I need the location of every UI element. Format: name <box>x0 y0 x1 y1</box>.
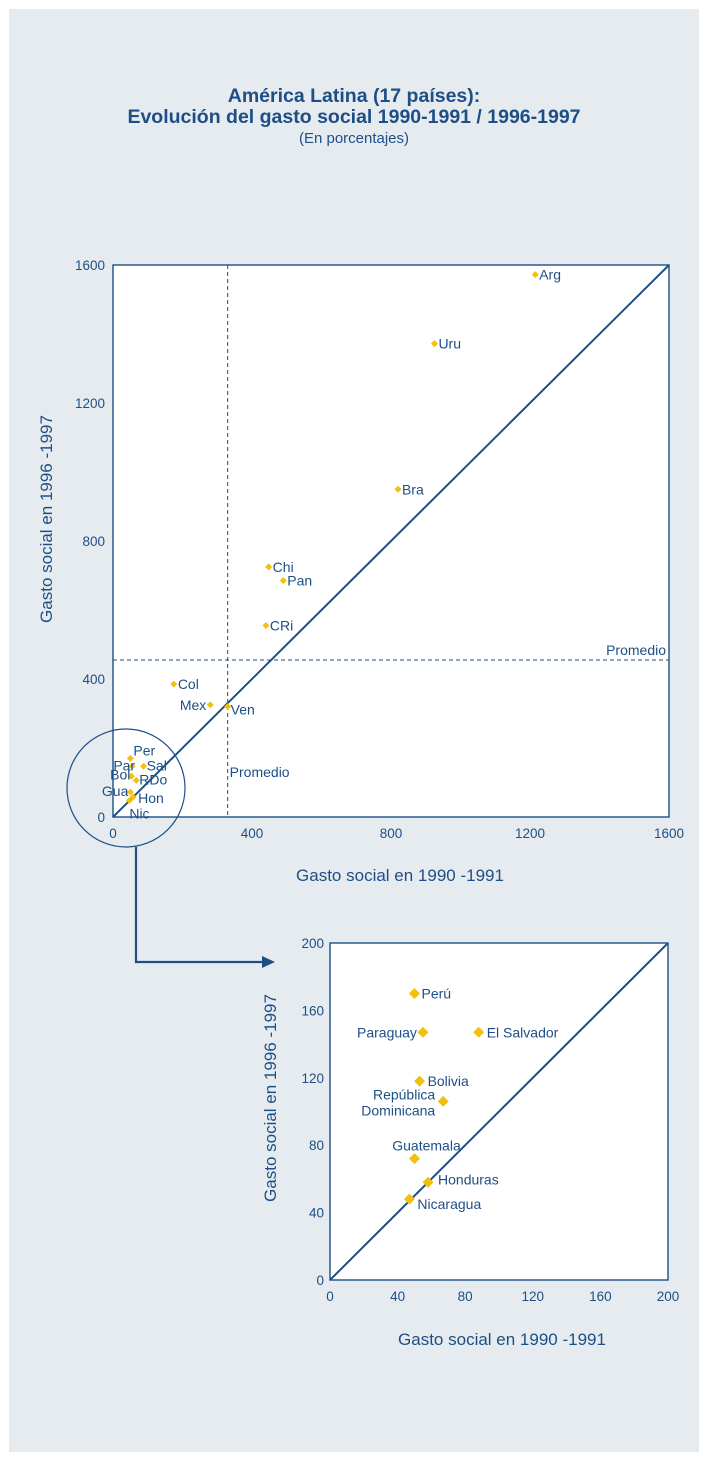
connector-arrowhead <box>262 956 275 968</box>
chart-title-line-2: Evolución del gasto social 1990-1991 / 1… <box>127 106 581 128</box>
data-label-bolivia: Bolivia <box>428 1073 469 1089</box>
y-tick-label: 200 <box>301 936 324 951</box>
data-label-Gua: Gua <box>102 783 129 799</box>
data-point-paraguay <box>417 1026 429 1038</box>
data-point-Arg <box>531 271 539 279</box>
x-tick-label: 80 <box>458 1289 473 1304</box>
data-label-Bra: Bra <box>402 481 424 497</box>
data-point-Nic <box>125 796 133 804</box>
data-label-nicaragua: Nicaragua <box>417 1196 481 1212</box>
data-label-Arg: Arg <box>539 267 561 283</box>
x-axis-label: Gasto social en 1990 -1991 <box>398 1330 606 1349</box>
average-label-horizontal: Promedio <box>606 642 666 658</box>
y-axis-label: Gasto social en 1996 -1997 <box>261 994 280 1202</box>
x-tick-label: 160 <box>589 1289 612 1304</box>
diagonal-line <box>329 942 669 1281</box>
y-tick-label: 160 <box>301 1003 324 1018</box>
data-point-Par <box>128 762 136 770</box>
x-tick-label: 0 <box>326 1289 334 1304</box>
inset-scatter-chart: 0 40 80 120 160 200 0 40 80 120 160 200 Gasto social… <box>261 936 679 1349</box>
x-axis-label: Gasto social en 1990 -1991 <box>296 866 504 885</box>
y-tick-label: 0 <box>97 810 105 825</box>
x-tick-label: 400 <box>241 826 264 841</box>
data-point-Uru <box>430 340 438 348</box>
data-label-Pan: Pan <box>287 573 312 589</box>
data-point-el-salvador <box>473 1026 485 1038</box>
y-tick-label: 0 <box>316 1273 324 1288</box>
data-point-Per <box>126 754 134 762</box>
data-label-Bol: Bol <box>110 766 130 782</box>
data-label-Uru: Uru <box>438 336 461 352</box>
title-block: América Latina (17 países): Evolución de… <box>0 86 708 150</box>
data-point-Col <box>170 680 178 688</box>
x-tick-label: 200 <box>657 1289 680 1304</box>
x-tick-label: 800 <box>380 826 403 841</box>
data-point-Bol <box>127 772 135 780</box>
data-point-Pan <box>279 577 287 585</box>
data-point-rep-blica-dominicana <box>437 1095 449 1107</box>
x-tick-label: 120 <box>522 1289 545 1304</box>
data-label-Par: Par <box>113 757 135 773</box>
data-point-Bra <box>394 485 402 493</box>
main-scatter-chart: Promedio Promedio 0 400 800 1200 1600 0 400 800 12… <box>37 258 684 885</box>
data-label-line: Dominicana <box>361 1102 435 1118</box>
data-point-CRi <box>262 622 270 630</box>
y-tick-label: 1600 <box>75 258 105 273</box>
y-tick-label: 800 <box>82 534 105 549</box>
data-label-Hon: Hon <box>138 790 164 806</box>
x-tick-label: 1600 <box>654 826 684 841</box>
data-point-Gua <box>126 788 134 796</box>
chart-title-line-1: América Latina (17 países): <box>227 85 481 107</box>
data-label-RDo: RDo <box>139 771 167 787</box>
y-axis-label: Gasto social en 1996 -1997 <box>37 415 56 623</box>
data-point-per- <box>409 988 420 1000</box>
data-label-Sal: Sal <box>147 757 167 773</box>
data-point-Mex <box>206 701 214 709</box>
y-tick-label: 80 <box>309 1138 324 1153</box>
data-point-guatemala <box>409 1153 420 1165</box>
data-label-Chi: Chi <box>273 559 294 575</box>
data-label-guatemala: Guatemala <box>392 1138 461 1154</box>
data-point-Ven <box>224 703 232 711</box>
data-point-honduras <box>422 1176 434 1188</box>
data-point-Sal <box>140 762 148 770</box>
zoom-connector <box>134 847 275 968</box>
data-label-CRi: CRi <box>270 618 293 634</box>
data-label-Nic: Nic <box>129 805 149 821</box>
data-point-RDo <box>132 776 140 784</box>
data-label-Mex: Mex <box>180 697 206 713</box>
data-point-nicaragua <box>403 1193 415 1205</box>
connector-arrow-line <box>134 847 263 964</box>
y-tick-label: 1200 <box>75 396 105 411</box>
data-point-Hon <box>129 793 137 801</box>
data-label-Per: Per <box>133 742 155 758</box>
x-tick-label: 1200 <box>515 826 545 841</box>
x-tick-label: 40 <box>390 1289 405 1304</box>
y-tick-label: 400 <box>82 672 105 687</box>
chart-subtitle: (En porcentajes) <box>298 130 410 147</box>
data-label-per-: Perú <box>422 986 452 1002</box>
zoom-circle <box>66 728 186 848</box>
data-label-paraguay: Paraguay <box>357 1024 417 1040</box>
average-label-vertical: Promedio <box>230 764 290 780</box>
data-label-rep-blica-dominicana: República Dominicana <box>361 1086 435 1118</box>
y-tick-label: 40 <box>309 1206 324 1221</box>
x-tick-label: 0 <box>109 826 117 841</box>
data-point-Chi <box>265 563 273 571</box>
data-label-Ven: Ven <box>231 702 255 718</box>
data-label-Col: Col <box>178 676 199 692</box>
diagonal-line <box>112 264 670 818</box>
data-label-el-salvador: El Salvador <box>487 1024 559 1040</box>
data-label-honduras: Honduras <box>438 1171 499 1187</box>
data-point-bolivia <box>414 1075 426 1087</box>
y-tick-label: 120 <box>301 1071 324 1086</box>
data-label-line: República <box>373 1086 435 1102</box>
